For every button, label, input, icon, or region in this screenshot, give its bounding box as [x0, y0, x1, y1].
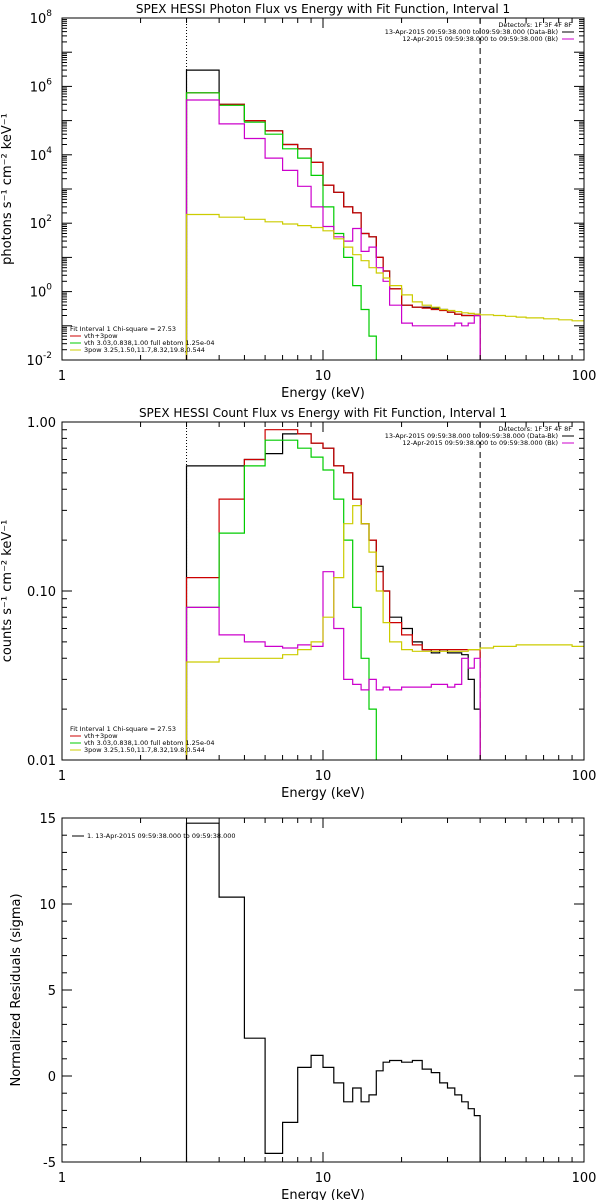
x-tick-label: 100 — [572, 769, 597, 784]
x-axis-label: Energy (keV) — [281, 786, 365, 801]
panel-2: 1 10 100 0.01 0.10 1.00 SPEX HESSI Count Flux … — [0, 406, 596, 801]
legend-entry: vth 3.03,0.838,1.00 full ebtom 1.25e-04 — [84, 739, 215, 747]
y-tick-label: 106 — [30, 77, 53, 95]
panel-3: 1 10 100 -5 0 5 10 15 Energy (keV) Normalized Res… — [9, 812, 596, 1200]
series-line-1 — [185, 822, 481, 1162]
y-tick-label: -5 — [43, 1156, 56, 1171]
legend-entry: vth+3pow — [84, 332, 118, 340]
y-tick-label: 0 — [48, 1070, 56, 1085]
legend-entry: 12-Apr-2015 09:59:38.000 to 09:59:38.000… — [402, 439, 558, 447]
y-tick-label: 100 — [30, 283, 53, 301]
y-axis-label: photons s⁻¹ cm⁻² keV⁻¹ — [0, 113, 15, 265]
y-tick-label: 108 — [30, 9, 53, 27]
x-axis-label: Energy (keV) — [281, 386, 365, 401]
y-tick-label-base: 10 — [30, 149, 47, 164]
y-tick-label: 5 — [48, 984, 56, 999]
x-tick-label: 1 — [58, 1171, 66, 1186]
legend-entry: 3pow 3.25,1.50,11.7,8.32,19.8,0.544 — [84, 346, 205, 354]
x-axis-label: Energy (keV) — [281, 1188, 365, 1200]
x-tick-label: 100 — [572, 1171, 597, 1186]
y-tick-label-exponent: 6 — [46, 77, 52, 87]
x-tick-label: 10 — [315, 369, 332, 384]
legend-entry: 12-Apr-2015 09:59:38.000 to 09:59:38.000… — [402, 35, 558, 43]
y-tick-label-exponent: -2 — [43, 351, 52, 361]
legend-entry: Detectors: 1F 3F 4F 8F — [498, 425, 572, 433]
y-tick-label: 1.00 — [27, 416, 56, 431]
x-tick-label: 100 — [572, 369, 597, 384]
plot-frame — [61, 817, 585, 1163]
plot-area — [185, 822, 481, 1162]
series-line-5 — [185, 213, 584, 360]
y-tick-label-base: 10 — [30, 286, 47, 301]
legend-entry: vth+3pow — [84, 732, 118, 740]
x-tick-label: 10 — [315, 1171, 332, 1186]
series-line-5 — [185, 505, 584, 760]
y-tick-label-exponent: 8 — [46, 9, 52, 19]
y-tick-label: 104 — [30, 146, 53, 164]
y-axis-label: counts s⁻¹ cm⁻² keV⁻¹ — [0, 520, 15, 663]
y-tick-label: 102 — [30, 214, 52, 232]
y-tick-label: 10-2 — [26, 351, 52, 369]
x-tick-label: 1 — [58, 769, 66, 784]
plot-area — [185, 18, 584, 360]
y-tick-label-exponent: 0 — [46, 283, 52, 293]
series-line-3 — [185, 92, 377, 360]
y-tick-label: 15 — [39, 812, 56, 827]
legend-entry: Fit Interval 1 Chi-square = 27.53 — [70, 725, 176, 733]
series-line-4 — [185, 99, 481, 360]
y-tick-label: 0.01 — [27, 754, 56, 769]
y-tick-label-base: 10 — [30, 217, 47, 232]
y-tick-label: 10 — [39, 898, 56, 913]
plot-area — [185, 422, 584, 760]
legend-entry: 1. 13-Apr-2015 09:59:38.000 to 09:59:38.… — [87, 832, 236, 840]
chart-title: SPEX HESSI Count Flux vs Energy with Fit… — [139, 406, 507, 420]
chart-title: SPEX HESSI Photon Flux vs Energy with Fi… — [136, 2, 510, 16]
legend-entry: 13-Apr-2015 09:59:38.000 to 09:59:38.000… — [385, 28, 558, 36]
y-tick-label-base: 10 — [30, 80, 47, 95]
y-tick-label-exponent: 4 — [46, 146, 52, 156]
x-tick-label: 1 — [58, 369, 66, 384]
legend-entry: vth 3.03,0.838,1.00 full ebtom 1.25e-04 — [84, 339, 215, 347]
legend-entry: 3pow 3.25,1.50,11.7,8.32,19.8,0.544 — [84, 746, 205, 754]
legend-entry: Detectors: 1F 3F 4F 8F — [498, 21, 572, 29]
y-axis-label: Normalized Residuals (sigma) — [9, 893, 24, 1086]
y-tick-label-base: 10 — [26, 354, 43, 369]
x-tick-label: 10 — [315, 769, 332, 784]
y-tick-label-base: 10 — [30, 12, 47, 27]
legend-entry: 13-Apr-2015 09:59:38.000 to 09:59:38.000… — [385, 432, 558, 440]
series-line-4 — [185, 571, 481, 760]
series-line-3 — [185, 439, 377, 760]
y-tick-label: 0.10 — [27, 585, 56, 600]
y-tick-label-exponent: 2 — [46, 214, 52, 224]
legend-entry: Fit Interval 1 Chi-square = 27.53 — [70, 325, 176, 333]
